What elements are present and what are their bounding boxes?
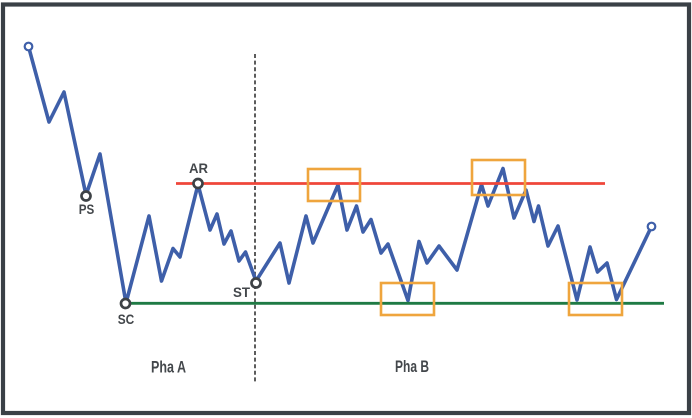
svg-text:PS: PS: [79, 201, 95, 217]
svg-text:Pha A: Pha A: [151, 358, 186, 377]
svg-text:ST: ST: [233, 284, 250, 300]
svg-text:SC: SC: [118, 311, 135, 327]
svg-text:Pha B: Pha B: [395, 357, 429, 376]
svg-text:AR: AR: [189, 160, 208, 176]
